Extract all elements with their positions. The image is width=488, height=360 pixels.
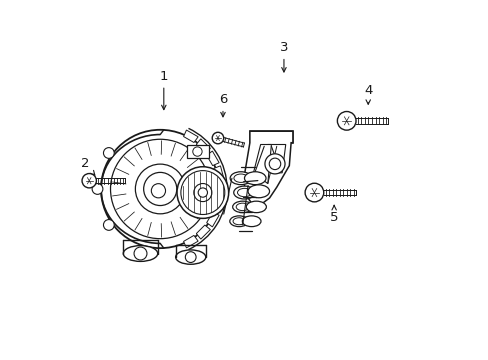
Polygon shape <box>267 144 285 173</box>
Polygon shape <box>213 198 224 212</box>
Text: 4: 4 <box>363 84 372 104</box>
Ellipse shape <box>233 218 244 225</box>
Circle shape <box>264 154 285 174</box>
Circle shape <box>280 132 289 142</box>
Polygon shape <box>253 144 271 184</box>
Ellipse shape <box>175 250 205 264</box>
Ellipse shape <box>237 188 251 197</box>
Text: 2: 2 <box>81 157 95 175</box>
Circle shape <box>269 158 280 170</box>
Circle shape <box>92 184 102 194</box>
Polygon shape <box>217 182 224 196</box>
Circle shape <box>212 132 223 144</box>
Text: 6: 6 <box>218 93 227 117</box>
Text: 1: 1 <box>159 69 168 110</box>
Circle shape <box>177 167 228 219</box>
Ellipse shape <box>233 174 247 183</box>
Circle shape <box>198 188 207 197</box>
Polygon shape <box>183 235 198 248</box>
Polygon shape <box>206 212 219 227</box>
Ellipse shape <box>230 172 251 185</box>
Polygon shape <box>206 151 219 166</box>
Ellipse shape <box>232 201 252 213</box>
Polygon shape <box>187 145 208 158</box>
Text: 3: 3 <box>279 41 287 72</box>
Text: 5: 5 <box>329 205 338 224</box>
Circle shape <box>134 247 147 260</box>
Circle shape <box>185 252 196 262</box>
Polygon shape <box>196 225 210 239</box>
Polygon shape <box>183 130 198 143</box>
Circle shape <box>82 174 96 188</box>
Ellipse shape <box>229 216 248 226</box>
Ellipse shape <box>233 186 255 199</box>
Polygon shape <box>244 131 292 203</box>
Circle shape <box>252 132 262 142</box>
Circle shape <box>305 183 323 202</box>
Circle shape <box>337 112 355 130</box>
Ellipse shape <box>246 201 266 213</box>
Ellipse shape <box>242 216 261 226</box>
Ellipse shape <box>247 185 269 198</box>
Circle shape <box>103 148 114 158</box>
Circle shape <box>101 130 219 248</box>
Circle shape <box>103 220 114 230</box>
Polygon shape <box>213 166 224 180</box>
Ellipse shape <box>236 203 249 211</box>
Polygon shape <box>196 139 210 153</box>
Polygon shape <box>249 131 292 143</box>
Ellipse shape <box>123 246 158 261</box>
Ellipse shape <box>244 172 265 185</box>
